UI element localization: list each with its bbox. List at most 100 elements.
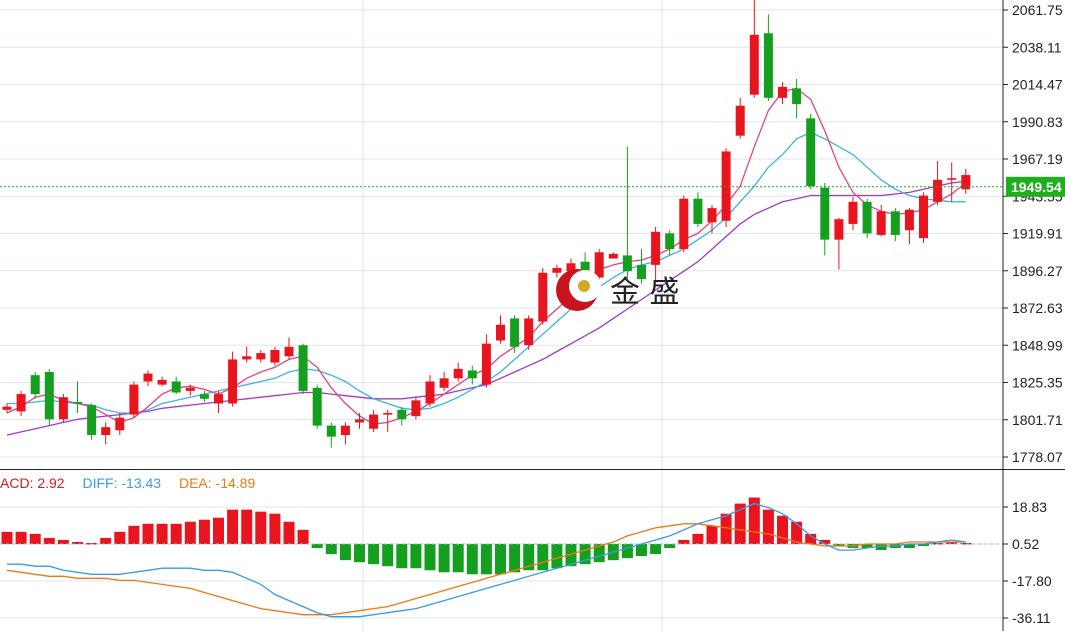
macd-bar: [438, 543, 450, 573]
candle: [749, 0, 759, 98]
macd-bar: [424, 543, 436, 571]
macd-bar: [650, 543, 662, 555]
macd-bar: [946, 541, 958, 544]
candle: [919, 192, 928, 243]
macd-bar: [777, 515, 788, 544]
jinsheng-logo-icon: [556, 269, 601, 311]
macd-bar: [170, 523, 182, 544]
candle: [890, 208, 900, 242]
candle: [228, 351, 238, 407]
price-tick-label: 2014.47: [1012, 77, 1063, 93]
candle-body: [679, 198, 689, 250]
macd-bar: [368, 543, 380, 565]
candle-body: [622, 255, 632, 272]
candle-body: [369, 414, 379, 429]
candle-body: [961, 175, 971, 190]
candle: [594, 249, 604, 281]
candle-body: [44, 372, 54, 420]
candle: [383, 409, 393, 432]
macd-tick-label: -36.11: [1012, 610, 1051, 626]
candle-body: [30, 375, 40, 395]
macd-bar: [466, 543, 478, 575]
macd-bar: [523, 543, 535, 571]
macd-bar: [297, 529, 309, 544]
candle: [397, 406, 407, 426]
candle-body: [87, 405, 97, 436]
diff-line: [7, 502, 966, 618]
candle-body: [594, 252, 604, 278]
candle-body: [242, 356, 252, 360]
candle-body: [862, 201, 872, 234]
macd-bar: [565, 543, 577, 567]
price-tick-label: 1919.91: [1012, 226, 1063, 242]
candle-body: [904, 209, 914, 231]
macd-bar: [339, 543, 351, 561]
candle-body: [693, 198, 703, 224]
candle: [552, 264, 562, 278]
macd-legend: ACD: 2.92 DIFF: -13.43 DEA: -14.89: [0, 475, 255, 491]
candle: [637, 249, 646, 284]
candle-body: [890, 211, 900, 235]
candle-body: [312, 387, 322, 426]
candle-body: [820, 187, 830, 240]
candle-body: [383, 412, 393, 415]
candle: [820, 182, 830, 256]
price-tick-label: 1825.35: [1012, 375, 1063, 391]
candle: [157, 376, 167, 387]
candle-body: [481, 343, 491, 385]
candlestick-series: [2, 0, 971, 448]
candle-body: [397, 409, 407, 420]
candle: [256, 349, 266, 363]
candle: [185, 384, 195, 396]
price-tick-label: 1801.71: [1012, 412, 1063, 428]
candle: [44, 368, 54, 426]
candle: [608, 252, 618, 259]
macd-bar: [1, 531, 13, 544]
candle: [524, 315, 534, 350]
candle-body: [510, 318, 520, 347]
macd-bar: [960, 542, 972, 545]
macd-bar: [480, 543, 492, 575]
candle-body: [876, 211, 886, 235]
logo-text: 金 盛: [610, 275, 680, 310]
current-price-tag: [1006, 176, 1065, 197]
candle-body: [228, 359, 238, 404]
macd-bar: [875, 543, 887, 551]
candle: [326, 422, 336, 448]
candle-body: [524, 318, 534, 346]
macd-bar: [184, 521, 196, 544]
candle: [806, 113, 816, 190]
candle-body: [552, 268, 562, 273]
macd-bar: [805, 533, 817, 544]
candle: [58, 394, 68, 423]
candle-body: [425, 381, 435, 404]
macd-bar: [918, 543, 929, 547]
macd-bar: [72, 541, 83, 544]
macd-bar: [128, 525, 140, 544]
candle: [467, 365, 477, 385]
candle-body: [721, 151, 731, 221]
macd-bar: [734, 503, 746, 544]
candle: [340, 422, 350, 445]
candle-body: [947, 178, 957, 180]
candle: [566, 258, 576, 272]
candle-body: [763, 33, 773, 98]
macd-bar: [678, 539, 690, 544]
candle: [129, 381, 139, 418]
macd-bar: [142, 523, 154, 544]
candle-body: [566, 263, 576, 272]
macd-bar: [382, 543, 394, 567]
macd-lines: [6, 502, 966, 618]
macd-bar: [156, 523, 168, 544]
macd-value: ACD: 2.92: [0, 475, 65, 491]
candle-body: [806, 118, 816, 187]
candle-body: [834, 219, 844, 240]
candle: [651, 227, 661, 281]
candle: [30, 372, 40, 399]
candle: [862, 198, 872, 239]
candle-body: [171, 381, 181, 393]
macd-bar: [819, 539, 831, 544]
macd-bar: [213, 517, 224, 544]
macd-bar: [748, 497, 760, 544]
